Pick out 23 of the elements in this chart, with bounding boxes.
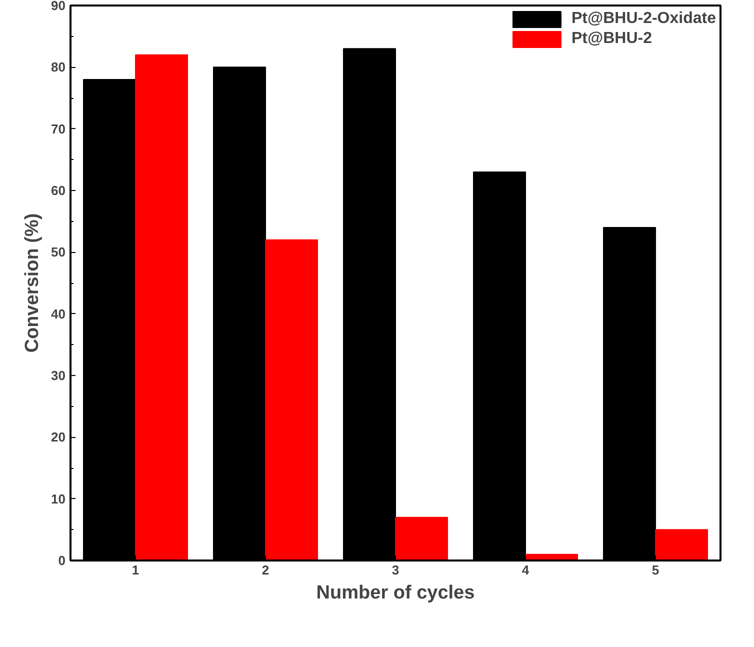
y-tick-label: 60 [51, 183, 66, 198]
x-tick-label: 2 [262, 562, 270, 578]
x-tick-label: 5 [652, 562, 660, 578]
y-tick-label: 30 [51, 368, 66, 383]
y-tick-label: 50 [51, 244, 66, 260]
x-tick-label: 3 [392, 562, 400, 578]
y-tick-label: 40 [51, 306, 66, 322]
bar [395, 516, 448, 560]
y-tick-label: 90 [51, 0, 66, 13]
y-axis-title: Conversion (%) [22, 213, 44, 353]
y-tick-label: 20 [51, 430, 66, 445]
y-tick-label: 80 [51, 60, 66, 75]
x-tick-label: 1 [132, 562, 140, 578]
y-tick-label: 70 [51, 121, 66, 136]
bar [265, 239, 318, 560]
legend-label: Pt@BHU-2 [571, 30, 652, 48]
x-tick-label: 4 [522, 562, 530, 578]
bar [135, 54, 188, 560]
bar [655, 529, 708, 560]
legend-label: Pt@BHU-2-Oxidate [571, 10, 716, 28]
y-tick-label: 0 [58, 553, 66, 568]
x-axis-title: Number of cycles [316, 582, 475, 604]
y-tick-label: 10 [51, 491, 66, 506]
